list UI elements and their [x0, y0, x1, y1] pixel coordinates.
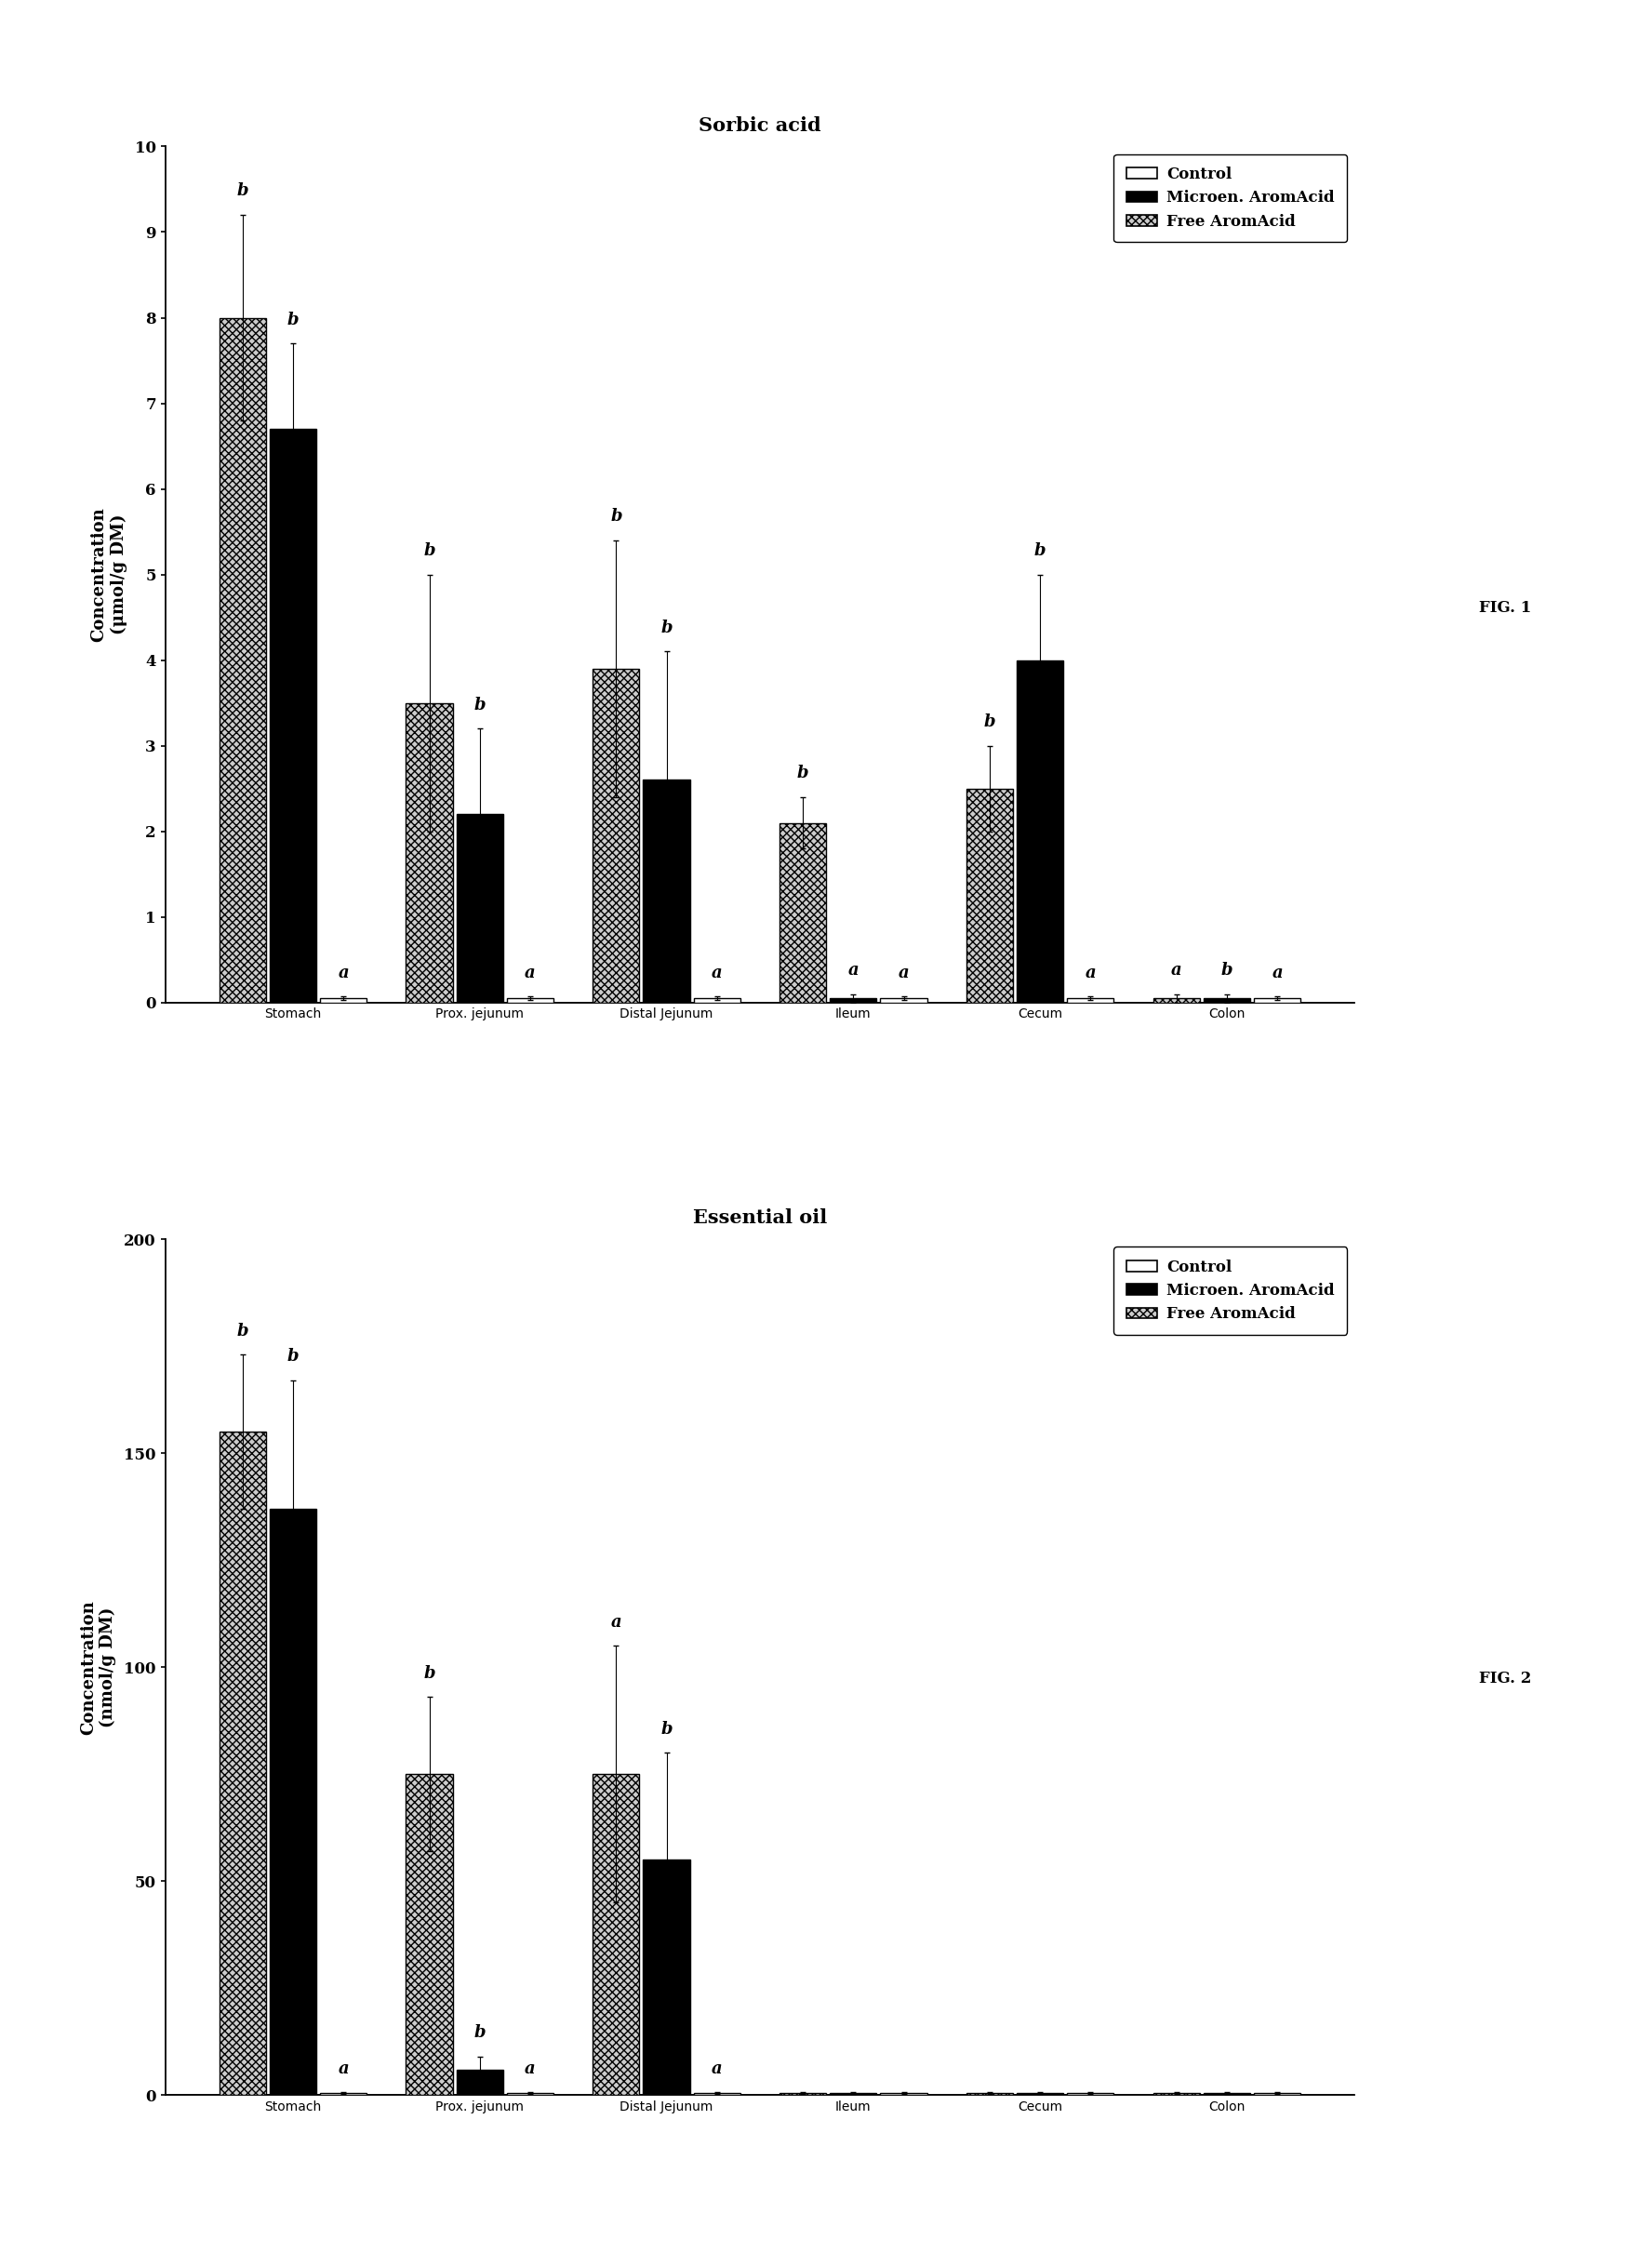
Text: b: b — [796, 766, 809, 782]
Title: Essential oil: Essential oil — [692, 1210, 828, 1228]
Text: b: b — [236, 182, 248, 201]
Text: FIG. 2: FIG. 2 — [1479, 1669, 1531, 1687]
Bar — [507, 998, 553, 1003]
Y-axis label: Concentration
(nmol/g DM): Concentration (nmol/g DM) — [79, 1600, 116, 1735]
Text: b: b — [287, 1347, 299, 1365]
Text: a: a — [847, 962, 859, 978]
Bar — [220, 1433, 266, 2095]
Text: FIG. 1: FIG. 1 — [1479, 599, 1531, 617]
Bar — [643, 1861, 691, 2095]
Bar — [1254, 998, 1300, 1003]
Text: b: b — [474, 2025, 486, 2041]
Bar — [1153, 998, 1199, 1003]
Text: b: b — [983, 714, 996, 730]
Bar — [456, 2071, 504, 2095]
Text: a: a — [712, 2059, 722, 2077]
Text: a: a — [339, 964, 349, 982]
Bar — [780, 822, 826, 1003]
Text: a: a — [1085, 964, 1095, 982]
Text: a: a — [339, 2059, 349, 2077]
Bar — [1203, 998, 1251, 1003]
Bar — [593, 1775, 639, 2095]
Bar — [643, 780, 691, 1003]
Text: b: b — [1034, 543, 1046, 559]
Text: a: a — [899, 964, 909, 982]
Bar — [456, 813, 504, 1003]
Text: a: a — [1171, 962, 1181, 978]
Title: Sorbic acid: Sorbic acid — [699, 117, 821, 135]
Text: a: a — [1272, 964, 1282, 982]
Bar — [1016, 660, 1064, 1003]
Bar — [694, 998, 740, 1003]
Bar — [269, 1510, 317, 2095]
Text: b: b — [236, 1323, 248, 1338]
Bar — [406, 703, 453, 1003]
Text: b: b — [423, 543, 434, 559]
Text: b: b — [423, 1665, 434, 1681]
Text: a: a — [611, 1613, 621, 1631]
Text: b: b — [287, 311, 299, 329]
Text: b: b — [610, 509, 623, 525]
Bar — [269, 428, 317, 1003]
Y-axis label: Concentration
(μmol/g DM): Concentration (μmol/g DM) — [91, 507, 127, 642]
Text: a: a — [525, 964, 535, 982]
Text: b: b — [661, 620, 672, 635]
Text: b: b — [474, 696, 486, 714]
Text: a: a — [712, 964, 722, 982]
Bar — [320, 998, 367, 1003]
Text: a: a — [525, 2059, 535, 2077]
Legend: Control, Microen. AromAcid, Free AromAcid: Control, Microen. AromAcid, Free AromAci… — [1113, 1246, 1346, 1334]
Bar — [966, 789, 1013, 1003]
Bar — [1067, 998, 1113, 1003]
Legend: Control, Microen. AromAcid, Free AromAcid: Control, Microen. AromAcid, Free AromAci… — [1113, 153, 1346, 241]
Bar — [406, 1775, 453, 2095]
Text: b: b — [661, 1721, 672, 1737]
Bar — [881, 998, 927, 1003]
Bar — [829, 998, 877, 1003]
Text: b: b — [1221, 962, 1232, 978]
Bar — [220, 318, 266, 1003]
Bar — [593, 669, 639, 1003]
